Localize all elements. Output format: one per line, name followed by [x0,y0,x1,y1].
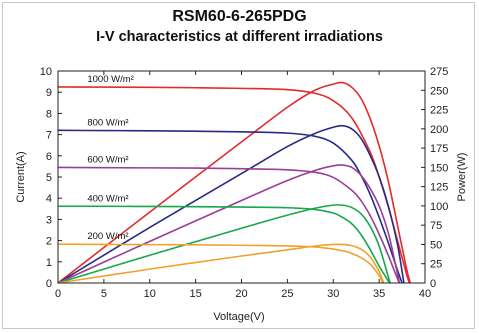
y-tick-label-8: 8 [46,108,52,120]
y-tick-label-4: 4 [46,193,52,205]
y2-tick-label-125: 125 [430,182,448,194]
series-2-label: 600 W/m² [87,154,128,165]
plot-background [58,71,425,283]
y2-tick-label-50: 50 [430,239,442,251]
x-tick-label-30: 30 [327,288,339,300]
series-1-label: 800 W/m² [87,117,128,128]
x-tick-label-5: 5 [101,288,107,300]
y-tick-label-1: 1 [46,257,52,269]
series-4-label: 200 W/m² [87,231,128,242]
y2-tick-label-100: 100 [430,201,448,213]
y2-tick-label-175: 175 [430,143,448,155]
y-tick-label-2: 2 [46,236,52,248]
y-tick-label-9: 9 [46,87,52,99]
x-axis-label: Voltage(V) [213,311,264,323]
x-tick-label-35: 35 [373,288,385,300]
y2-tick-label-0: 0 [430,278,436,290]
series-0-label: 1000 W/m² [87,74,133,85]
y2-tick-label-275: 275 [430,66,448,78]
y2-tick-label-200: 200 [430,124,448,136]
x-tick-label-25: 25 [281,288,293,300]
x-tick-label-10: 10 [144,288,156,300]
y-axis-label: Current(A) [15,151,27,202]
y2-axis-label: Power(W) [456,153,468,202]
y-tick-label-6: 6 [46,151,52,163]
series-3-label: 400 W/m² [87,193,128,204]
y-tick-label-3: 3 [46,214,52,226]
x-tick-label-15: 15 [190,288,202,300]
y2-tick-label-75: 75 [430,220,442,232]
y2-tick-label-225: 225 [430,105,448,117]
y-tick-label-10: 10 [40,66,52,78]
y-tick-label-0: 0 [46,278,52,290]
y2-tick-label-250: 250 [430,85,448,97]
y-tick-label-5: 5 [46,172,52,184]
y-tick-label-7: 7 [46,130,52,142]
y2-tick-label-25: 25 [430,259,442,271]
y2-tick-label-150: 150 [430,162,448,174]
plot-area [58,71,425,283]
x-tick-label-0: 0 [55,288,61,300]
x-tick-label-20: 20 [235,288,247,300]
